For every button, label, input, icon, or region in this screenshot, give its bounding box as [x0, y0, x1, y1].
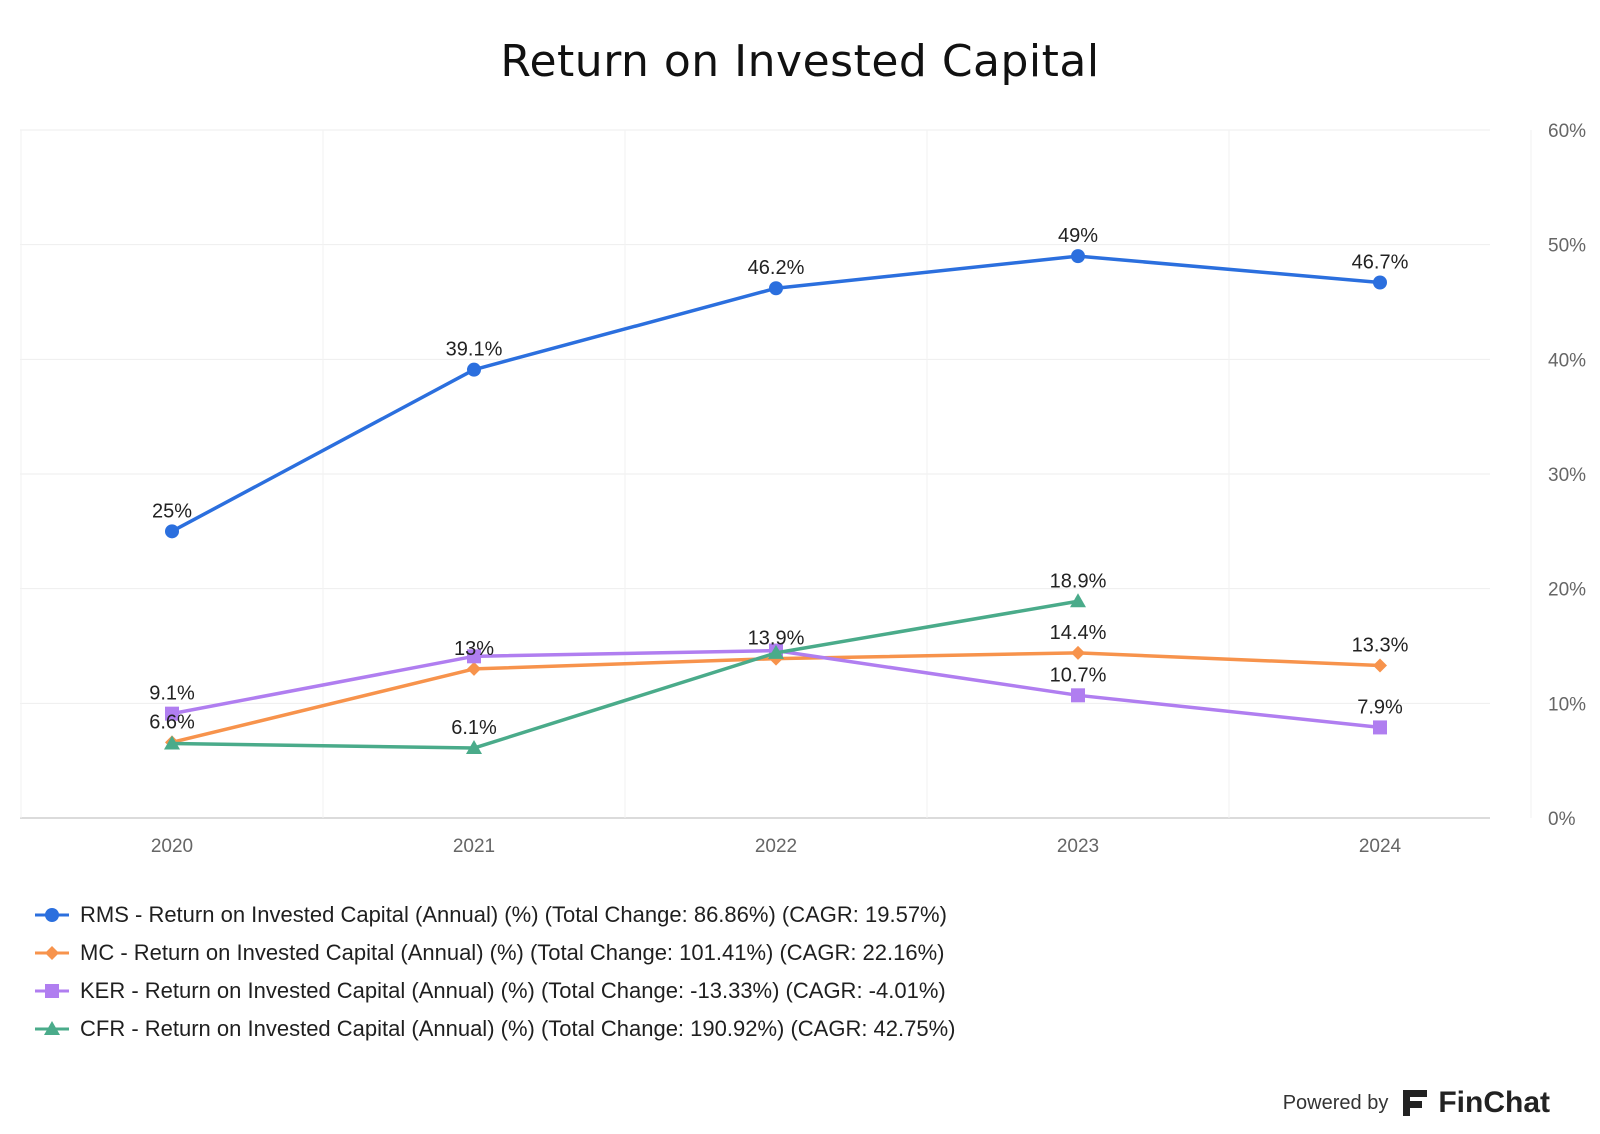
legend-item[interactable]: CFR - Return on Invested Capital (Annual… [34, 1010, 956, 1048]
y-tick-label: 0% [1548, 809, 1576, 830]
legend-label: RMS - Return on Invested Capital (Annual… [80, 902, 947, 927]
series-line [171, 651, 1381, 745]
x-tick-label: 2021 [453, 836, 495, 857]
y-tick-label: 10% [1548, 694, 1586, 715]
data-label: 10.7% [1050, 664, 1107, 686]
y-tick-label: 50% [1548, 236, 1586, 257]
data-label: 13% [454, 638, 494, 660]
data-point [466, 740, 482, 755]
legend-label: MC - Return on Invested Capital (Annual)… [80, 940, 945, 965]
data-label: 13.9% [748, 628, 805, 650]
data-point [467, 649, 481, 664]
data-point [164, 735, 180, 750]
x-tick-label: 2022 [755, 836, 797, 857]
brand-name: FinChat [1438, 1086, 1550, 1119]
series-rms [165, 249, 1387, 539]
data-labels: 25% 39.1% 46.2% 49% 46.7% 6.6% 13% 13.9% 14.4% 13… [149, 225, 1408, 739]
data-point [467, 661, 481, 676]
data-point [1373, 658, 1387, 673]
x-tick-label: 2024 [1359, 836, 1402, 857]
legend-item[interactable]: KER - Return on Invested Capital (Annual… [34, 972, 956, 1010]
series-mc [165, 645, 1387, 750]
data-point [1373, 720, 1387, 735]
y-tick-label: 20% [1548, 580, 1586, 601]
data-label: 46.2% [748, 257, 805, 279]
data-point [165, 706, 179, 721]
legend-swatch-icon [35, 984, 69, 998]
x-tick-label: 2023 [1057, 836, 1099, 857]
legend: RMS - Return on Invested Capital (Annual… [34, 896, 956, 1048]
data-label: 25% [152, 500, 192, 522]
legend-label: KER - Return on Invested Capital (Annual… [80, 978, 946, 1003]
data-label: 39.1% [446, 339, 503, 361]
data-label: 6.6% [149, 711, 195, 733]
y-tick-label: 40% [1548, 350, 1586, 371]
series-lines [164, 249, 1387, 755]
data-label: 7.9% [1357, 696, 1403, 718]
legend-swatch-icon [35, 946, 69, 960]
data-label: 13.3% [1352, 634, 1409, 656]
data-point [165, 524, 179, 539]
data-point [769, 281, 783, 296]
powered-by: Powered by FinChat [1283, 1086, 1550, 1120]
x-tick-label: 2020 [151, 836, 193, 857]
data-point [1071, 645, 1085, 660]
data-label: 49% [1058, 225, 1098, 247]
data-point [1071, 688, 1085, 703]
grid-lines [20, 129, 1532, 819]
legend-swatch-icon [35, 908, 69, 922]
data-point [768, 644, 784, 659]
finchat-logo-icon [1403, 1090, 1428, 1116]
legend-swatch-icon [35, 1021, 69, 1035]
data-point [1373, 275, 1387, 290]
data-label: 46.7% [1352, 252, 1409, 274]
powered-by-text: Powered by [1282, 1091, 1389, 1114]
legend-item[interactable]: RMS - Return on Invested Capital (Annual… [34, 896, 956, 934]
y-tick-label: 60% [1548, 121, 1586, 142]
series-line [171, 254, 1381, 533]
data-label: 9.1% [149, 683, 195, 705]
axes: 0% 10% 20% 30% 40% 50% 60% 2020 2021 2022 2023 2024 [151, 121, 1586, 857]
y-tick-label: 30% [1548, 465, 1586, 486]
data-label: 18.9% [1050, 570, 1107, 592]
chart-title: Return on Invested Capital [500, 36, 1100, 87]
data-point [1070, 593, 1086, 608]
data-point [1071, 249, 1085, 264]
legend-label: CFR - Return on Invested Capital (Annual… [80, 1016, 956, 1041]
data-label: 14.4% [1050, 622, 1107, 644]
series-cfr [164, 593, 1086, 755]
data-point [467, 362, 481, 377]
data-label: 6.1% [451, 717, 497, 739]
series-line [171, 599, 1079, 750]
legend-item[interactable]: MC - Return on Invested Capital (Annual)… [34, 934, 956, 972]
